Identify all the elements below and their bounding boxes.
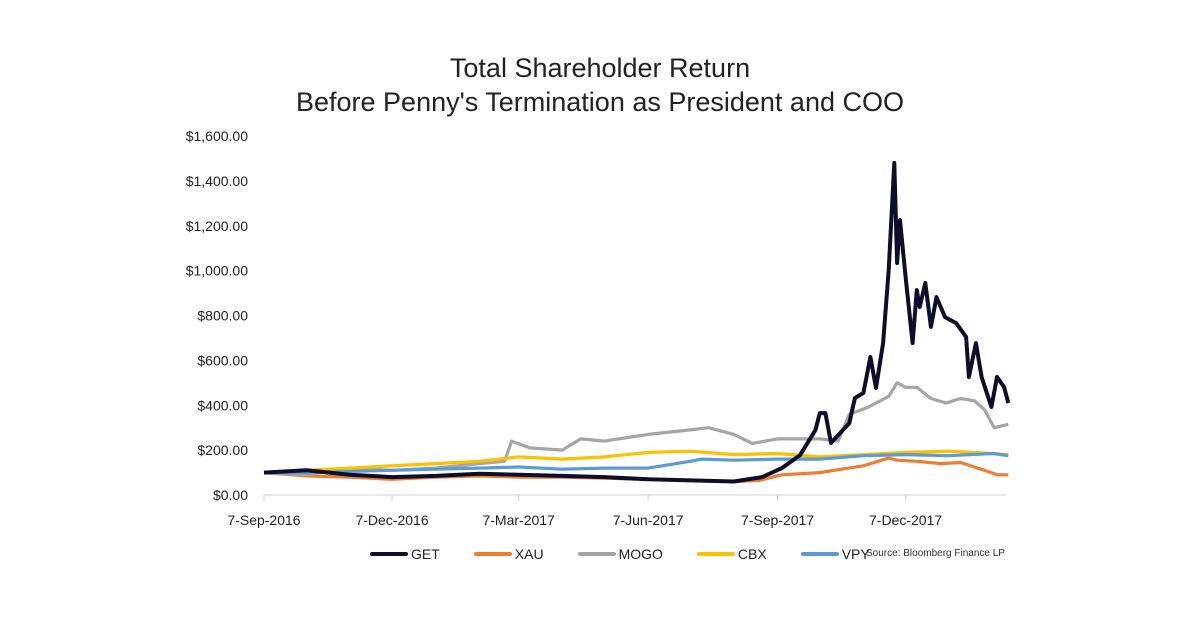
series-line-get <box>263 160 1011 484</box>
legend-item-xau: XAU <box>473 546 544 562</box>
x-tick-label: 7-Sep-2017 <box>741 512 814 528</box>
legend-label: XAU <box>514 546 544 562</box>
y-tick-label: $800.00 <box>197 308 248 324</box>
legend-label: CBX <box>737 546 767 562</box>
chart-title: Total Shareholder Return <box>449 53 751 83</box>
y-tick-label: $600.00 <box>197 352 248 368</box>
legend-swatch <box>577 552 616 556</box>
legend-item-mogo: MOGO <box>577 546 663 562</box>
legend-swatch <box>370 552 408 556</box>
y-tick-label: $1,400.00 <box>186 173 248 189</box>
x-tick-label: 7-Dec-2016 <box>355 512 428 528</box>
legend-swatch <box>800 552 839 556</box>
y-tick-label: $0.00 <box>213 487 248 503</box>
legend-item-vpy: VPY <box>800 546 870 562</box>
legend-item-cbx: CBX <box>696 546 767 562</box>
series-line-cbx <box>263 449 1009 475</box>
legend-label: GET <box>411 546 440 562</box>
y-tick-label: $200.00 <box>197 442 248 458</box>
y-tick-label: $400.00 <box>197 397 248 413</box>
x-tick-label: 7-Mar-2017 <box>482 512 555 528</box>
legend-swatch <box>473 552 512 556</box>
legend: GET XAU MOGO CBX VPY <box>370 546 904 562</box>
chart-subtitle: Before Penny's Termination as President … <box>296 87 904 117</box>
y-tick-label: $1,200.00 <box>186 218 248 234</box>
series-line-vpy <box>264 451 1009 475</box>
x-tick-label: 7-Jun-2017 <box>613 512 684 528</box>
legend-item-get: GET <box>370 546 440 562</box>
x-tick-label: 7-Sep-2016 <box>227 512 300 528</box>
x-tick-label: 7-Dec-2017 <box>869 512 942 528</box>
y-tick-label: $1,600.00 <box>186 128 248 144</box>
source-note: Source: Bloomberg Finance LP <box>866 548 1005 559</box>
legend-label: VPY <box>841 546 870 562</box>
y-tick-label: $1,000.00 <box>186 263 248 279</box>
legend-swatch <box>696 552 735 556</box>
series-line-mogo <box>263 381 1009 477</box>
legend-label: MOGO <box>618 546 663 562</box>
